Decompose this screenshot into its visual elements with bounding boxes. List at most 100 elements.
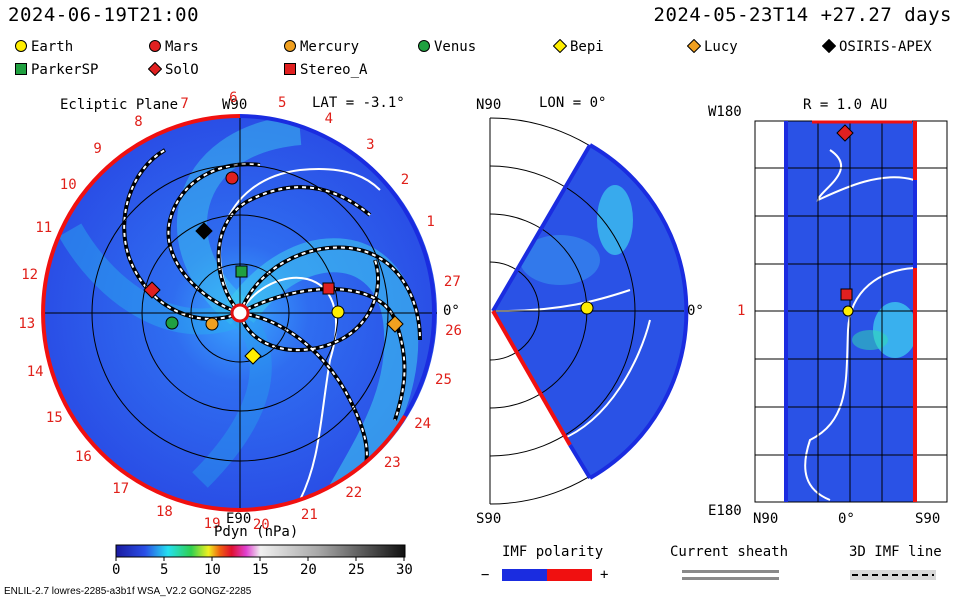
- radial-stereo-a-marker: [840, 288, 853, 301]
- radial-x-label-s90: S90: [915, 511, 941, 527]
- imf-lines-dash: [123, 149, 421, 471]
- colorbar-ticks: [115, 557, 405, 561]
- diamond-icon: [147, 61, 163, 77]
- meridional-top-label: N90: [476, 97, 502, 113]
- solo-marker: [143, 281, 161, 299]
- imf-positive-swatch: [547, 569, 592, 581]
- sun-marker: [230, 303, 250, 323]
- day-tick-11: 11: [35, 219, 53, 236]
- legend-label: ParkerSP: [31, 62, 99, 78]
- day-tick-19: 19: [203, 516, 221, 533]
- mars-marker: [225, 171, 239, 185]
- colorbar-tick-label: 5: [160, 562, 169, 578]
- colorbar-title: Pdyn (nPa): [214, 524, 299, 540]
- diamond-icon: [686, 38, 702, 54]
- diamond-icon: [821, 38, 837, 54]
- legend-item-mercury: Mercury: [283, 39, 359, 55]
- meridional-lon-label: LON = 0°: [539, 95, 607, 111]
- radial-bottom-label: E180: [708, 503, 742, 519]
- legend-label: Earth: [31, 39, 74, 55]
- legend-label: Venus: [434, 39, 477, 55]
- circle-icon: [418, 40, 430, 52]
- current-sheath-label: Current sheath: [670, 544, 789, 560]
- day-tick-26: 26: [445, 323, 462, 340]
- ecliptic-title: Ecliptic Plane: [60, 97, 179, 113]
- imf-polarity-label: IMF polarity: [502, 544, 604, 560]
- circle-icon: [284, 40, 296, 52]
- day-tick-27: 27: [443, 274, 461, 291]
- parkersp-marker: [235, 265, 248, 278]
- colorbar-tick-label: 15: [252, 562, 269, 578]
- day-tick-15: 15: [45, 409, 63, 426]
- day-tick-13: 13: [18, 315, 36, 332]
- meridional-bottom-label: S90: [476, 511, 502, 527]
- venus-marker: [165, 316, 179, 330]
- radial-x-label-0: 0°: [838, 511, 855, 527]
- day-tick-24: 24: [414, 416, 432, 433]
- ecliptic-bottom-label: E90: [226, 511, 252, 527]
- day-tick-25: 25: [435, 371, 452, 388]
- colorbar-tick-label: 10: [204, 562, 221, 578]
- osiris-apex-marker: [195, 222, 213, 240]
- colorbar: [115, 544, 406, 558]
- day-tick-14: 14: [26, 364, 44, 381]
- solar-wind-streams: [58, 116, 422, 510]
- legend-label: Mars: [165, 39, 199, 55]
- square-icon: [15, 63, 27, 75]
- legend-item-lucy: Lucy: [686, 38, 738, 55]
- legend-label: OSIRIS-APEX: [839, 39, 932, 55]
- earth-marker: [331, 305, 345, 319]
- colorbar-tick-label: 25: [348, 562, 365, 578]
- day-tick-2: 2: [400, 172, 410, 189]
- ecliptic-lat-label: LAT = -3.1°: [312, 95, 405, 111]
- legend-item-bepi: Bepi: [552, 38, 604, 55]
- bepi-marker: [244, 347, 262, 365]
- radial-panel: [754, 120, 948, 503]
- legend-item-parkersp: ParkerSP: [14, 62, 98, 78]
- left-timestamp: 2024-06-19T21:00: [8, 4, 200, 26]
- colorbar-tick-label: 30: [396, 562, 413, 578]
- current-sheath-swatch: [682, 570, 779, 573]
- day-tick-9: 9: [93, 140, 102, 157]
- day-tick-3: 3: [366, 137, 375, 154]
- day-tick-12: 12: [21, 266, 39, 283]
- day-tick-17: 17: [112, 481, 130, 498]
- meridional-panel: [489, 117, 689, 505]
- day-tick-23: 23: [383, 454, 401, 471]
- meridional-earth-marker: [580, 301, 594, 315]
- diamond-icon: [552, 38, 568, 54]
- footer-model-info: ENLIL-2.7 lowres-2285-a3b1f WSA_V2.2 GON…: [4, 586, 252, 597]
- legend-label: Lucy: [704, 39, 738, 55]
- radial-x-label-n90: N90: [753, 511, 779, 527]
- ecliptic-right-label: 0°: [443, 303, 460, 319]
- lucy-marker: [386, 315, 404, 333]
- imf-line-label: 3D IMF line: [849, 544, 942, 560]
- colorbar-tick-label: 0: [112, 562, 121, 578]
- circle-icon: [15, 40, 27, 52]
- imf-negative-swatch: [502, 569, 547, 581]
- boundary-positive: [41, 114, 407, 513]
- radial-title: R = 1.0 AU: [803, 97, 888, 113]
- day-tick-5: 5: [278, 95, 287, 111]
- imf-plus-label: +: [600, 567, 609, 583]
- colorbar-tick-label: 20: [300, 562, 317, 578]
- legend-label: Bepi: [570, 39, 604, 55]
- legend-label: SolO: [165, 62, 199, 78]
- day-tick-10: 10: [59, 176, 77, 193]
- day-tick-21: 21: [300, 506, 318, 523]
- ecliptic-top-label: W90: [222, 97, 248, 113]
- legend-item-mars: Mars: [148, 39, 199, 55]
- legend-item-solo: SolO: [147, 61, 199, 78]
- legend-item-osiris-apex: OSIRIS-APEX: [821, 38, 932, 55]
- legend-label: Mercury: [300, 39, 360, 55]
- radial-solo-marker: [836, 124, 854, 142]
- right-timestamp: 2024-05-23T14 +27.27 days: [653, 4, 952, 26]
- boundary-negative: [239, 114, 437, 418]
- day-tick-1: 1: [426, 214, 435, 231]
- meridional-right-label: 0°: [687, 303, 704, 319]
- day-tick-18: 18: [155, 504, 173, 521]
- legend-item-earth: Earth: [14, 39, 73, 55]
- day-tick-22: 22: [345, 485, 363, 502]
- circle-icon: [149, 40, 161, 52]
